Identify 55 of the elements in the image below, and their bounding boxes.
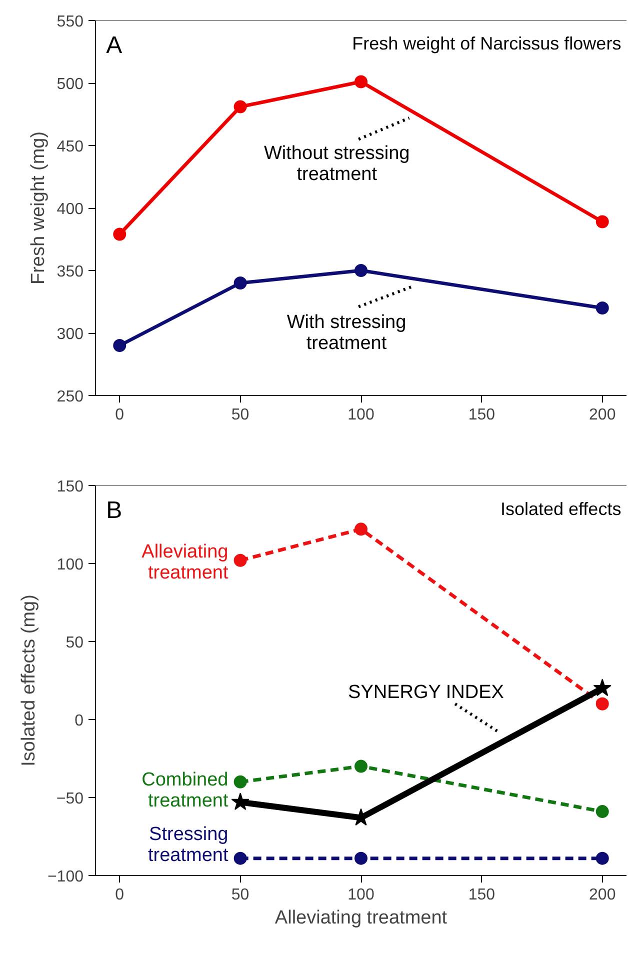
point bbox=[354, 852, 368, 865]
series-label: Alleviating treatment bbox=[142, 542, 229, 584]
point bbox=[354, 264, 368, 277]
x-tick-label: 200 bbox=[589, 886, 616, 904]
y-axis-title: Isolated effects (mg) bbox=[18, 594, 40, 766]
x-tick-label: 0 bbox=[115, 406, 124, 424]
series-label: Combined treatment bbox=[142, 769, 229, 812]
annotation: B bbox=[106, 497, 122, 524]
series-label: SYNERGY INDEX bbox=[348, 682, 504, 704]
point bbox=[113, 228, 126, 241]
point bbox=[113, 339, 126, 352]
y-tick-label: 50 bbox=[66, 634, 84, 652]
y-tick-label: 250 bbox=[56, 388, 84, 406]
point bbox=[354, 760, 368, 773]
point bbox=[354, 522, 368, 536]
y-tick-label: 550 bbox=[56, 14, 84, 30]
y-axis-title: Fresh weight (mg) bbox=[28, 131, 49, 285]
y-tick-label: 150 bbox=[56, 478, 84, 496]
series-label: Stressing treatment bbox=[148, 824, 229, 866]
point bbox=[596, 697, 609, 710]
point bbox=[596, 215, 609, 228]
point bbox=[596, 302, 609, 314]
x-tick-label: 100 bbox=[348, 406, 374, 424]
series-label: With stressing treatment bbox=[286, 312, 406, 354]
y-tick-label: 300 bbox=[56, 326, 84, 343]
x-tick-label: 50 bbox=[231, 406, 250, 424]
x-tick-label: 150 bbox=[468, 406, 496, 424]
y-tick-label: 400 bbox=[56, 201, 84, 218]
point bbox=[596, 805, 609, 818]
y-tick-label: 450 bbox=[56, 138, 84, 156]
text: Fresh weight of Narcissus flowers bbox=[352, 34, 622, 54]
point bbox=[354, 75, 368, 88]
text: Isolated effects bbox=[500, 499, 622, 520]
x-tick-label: 150 bbox=[468, 886, 496, 904]
x-tick-label: 50 bbox=[231, 886, 250, 904]
point bbox=[593, 678, 612, 696]
x-tick-label: 0 bbox=[115, 886, 124, 904]
x-axis-title: Alleviating treatment bbox=[274, 908, 448, 928]
y-tick-label: 500 bbox=[56, 76, 84, 93]
y-tick-label: −100 bbox=[47, 868, 84, 886]
point bbox=[596, 852, 609, 865]
x-tick-label: 100 bbox=[348, 886, 374, 904]
point bbox=[234, 852, 247, 865]
y-tick-label: 0 bbox=[74, 712, 84, 730]
point bbox=[234, 100, 247, 114]
y-tick-label: −50 bbox=[56, 790, 84, 808]
point bbox=[234, 775, 247, 788]
point bbox=[234, 554, 247, 567]
y-tick-label: 350 bbox=[56, 264, 84, 280]
annotation: A bbox=[106, 32, 122, 59]
y-tick-label: 100 bbox=[56, 556, 84, 574]
point bbox=[234, 276, 247, 290]
series-label: Without stressing treatment bbox=[264, 143, 410, 185]
x-tick-label: 200 bbox=[589, 406, 616, 424]
point bbox=[231, 792, 250, 810]
